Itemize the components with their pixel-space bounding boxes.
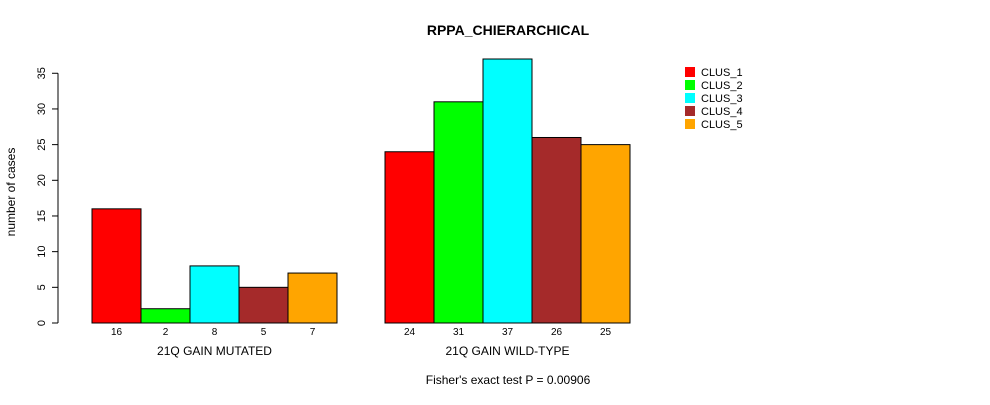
- bar: [580, 144, 631, 324]
- bar-value-label: 25: [600, 327, 612, 338]
- bar: [189, 265, 240, 324]
- y-tick-label: 20: [36, 174, 48, 186]
- chart-title: RPPA_CHIERARCHICAL: [427, 22, 590, 38]
- bar: [140, 308, 191, 324]
- bar: [531, 136, 582, 324]
- bar-value-label: 2: [163, 327, 169, 338]
- x-axis-label: Fisher's exact test P = 0.00906: [426, 373, 591, 387]
- bar: [482, 58, 533, 324]
- y-tick-label: 10: [36, 246, 48, 258]
- bar-value-label: 24: [404, 327, 416, 338]
- legend-label: CLUS_5: [701, 119, 743, 131]
- bar-value-label: 5: [261, 327, 267, 338]
- bar: [384, 151, 435, 324]
- y-tick-label: 25: [36, 138, 48, 150]
- legend-swatch: [685, 93, 695, 103]
- bar-value-label: 37: [502, 327, 514, 338]
- legend-swatch: [685, 119, 695, 129]
- y-tick-label: 15: [36, 210, 48, 222]
- group-label: 21Q GAIN MUTATED: [157, 344, 272, 358]
- bar-value-label: 26: [551, 327, 563, 338]
- bar-value-label: 7: [310, 327, 316, 338]
- bar: [433, 101, 484, 324]
- legend-swatch: [685, 80, 695, 90]
- y-axis: 0 5 10 15 20 25 30 35: [36, 67, 59, 326]
- group-label: 21Q GAIN WILD-TYPE: [445, 344, 569, 358]
- bar-value-label: 16: [111, 327, 123, 338]
- y-axis-label: number of cases: [4, 148, 18, 237]
- y-tick-label: 0: [36, 320, 48, 326]
- bar: [91, 208, 142, 324]
- legend-label: CLUS_3: [701, 93, 743, 105]
- bars: 16 2 8 5 7 21Q GAIN MUTATED 24 31 37 26 25 21Q GAIN…: [91, 58, 631, 358]
- y-tick-label: 35: [36, 67, 48, 79]
- legend-swatch: [685, 106, 695, 116]
- bar: [238, 286, 289, 324]
- bar-value-label: 31: [453, 327, 465, 338]
- legend-label: CLUS_2: [701, 80, 743, 92]
- y-tick-label: 30: [36, 103, 48, 115]
- bar: [287, 272, 338, 324]
- legend-label: CLUS_1: [701, 67, 743, 79]
- y-tick-label: 5: [36, 284, 48, 290]
- legend-label: CLUS_4: [701, 106, 743, 118]
- legend-swatch: [685, 67, 695, 77]
- bar-value-label: 8: [212, 327, 218, 338]
